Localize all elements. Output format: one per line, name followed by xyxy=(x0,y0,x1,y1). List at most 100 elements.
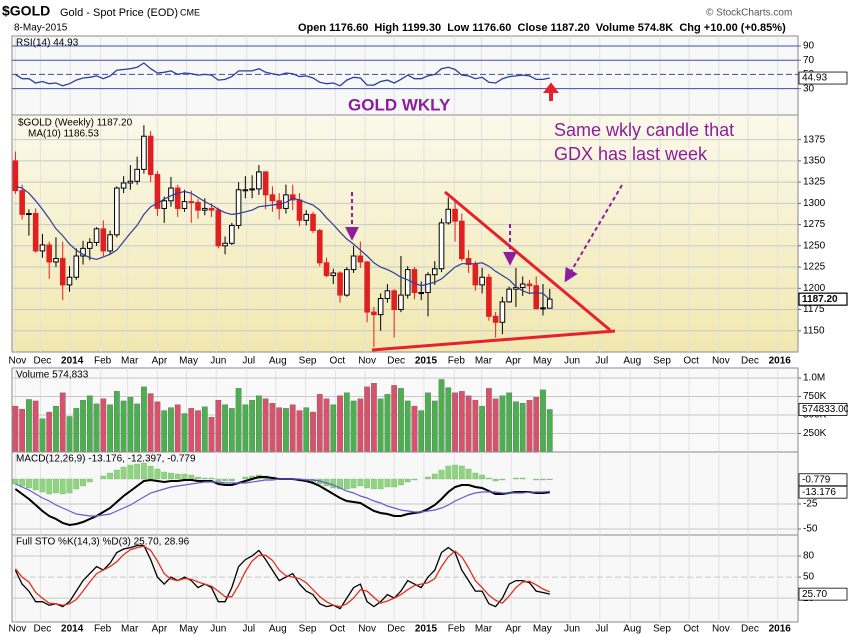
x-tick-label: 2014 xyxy=(61,356,84,367)
candle-body xyxy=(330,272,337,277)
volume-bar xyxy=(256,395,262,453)
x-tick-label: Aug xyxy=(269,624,287,635)
candle-body xyxy=(134,168,140,182)
x-tick-label: Mar xyxy=(475,356,493,367)
histogram-bar xyxy=(53,478,59,494)
x-tick-label: Mar xyxy=(121,356,139,367)
histogram-bar xyxy=(377,478,384,490)
x-tick-label: 2015 xyxy=(415,624,438,635)
histogram-bar xyxy=(411,478,418,481)
x-tick-label: Mar xyxy=(121,624,139,635)
x-tick-label: 2015 xyxy=(415,356,438,367)
volume-bar xyxy=(438,379,445,453)
candle-body xyxy=(479,276,485,286)
series-line xyxy=(14,545,551,608)
histogram-bar xyxy=(154,468,161,480)
x-tick-label: Sep xyxy=(653,356,671,367)
volume-bar xyxy=(195,410,201,453)
candle-body xyxy=(337,272,343,296)
histogram-bar xyxy=(404,478,411,483)
histogram-bar xyxy=(398,478,404,486)
volume-bar xyxy=(411,405,418,453)
histogram-bar xyxy=(208,477,215,480)
histogram-bar xyxy=(479,474,485,480)
candle-body xyxy=(256,171,262,190)
panel-label: Volume 574,833 xyxy=(16,370,89,381)
volume-bar xyxy=(208,417,215,453)
last-value-tag xyxy=(798,587,848,601)
histogram-bar xyxy=(141,462,147,480)
volume-bar xyxy=(120,400,127,453)
y-tick-label: 1350 xyxy=(803,156,826,167)
histogram-bar xyxy=(39,478,46,493)
volume-bar xyxy=(343,392,350,453)
x-tick-label: Feb xyxy=(94,624,112,635)
y-tick-label: 1375 xyxy=(803,134,826,145)
histogram-bar xyxy=(472,472,479,480)
volume-bar xyxy=(486,388,492,453)
candle-body xyxy=(472,264,479,286)
last-value-label: 574833.00 xyxy=(802,404,848,415)
volume-bar xyxy=(19,408,25,453)
candle-body xyxy=(201,207,208,211)
histogram-bar xyxy=(161,471,168,480)
candle-body xyxy=(459,220,465,260)
panel-label: MACD(12,26,9) -13.176, -12.397, -0.779 xyxy=(16,454,196,465)
volume-bar xyxy=(249,400,255,453)
candle-body xyxy=(120,182,127,189)
y-tick-label: 1175 xyxy=(803,304,825,315)
volume-bar xyxy=(330,404,337,453)
volume-bar xyxy=(323,398,330,453)
date: 8-May-2015 xyxy=(14,23,68,34)
x-tick-label: Apr xyxy=(152,624,168,635)
candle-body xyxy=(215,209,222,247)
last-value-tag xyxy=(798,71,848,85)
histogram-bar xyxy=(100,475,107,480)
volume-bar xyxy=(222,404,228,453)
volume-bar xyxy=(168,407,174,453)
trendline xyxy=(444,190,611,332)
volume-bar xyxy=(384,394,391,453)
candle-body xyxy=(344,269,350,296)
volume-bar xyxy=(350,400,357,453)
last-value-label: -0.779 xyxy=(802,474,831,485)
candle-body xyxy=(269,194,276,202)
candle-body xyxy=(492,315,499,323)
volume-bar xyxy=(418,410,425,453)
candle-body xyxy=(73,255,80,278)
x-tick-label: Dec xyxy=(741,624,759,635)
x-tick-label: May xyxy=(179,356,198,367)
y-tick-label: 1150 xyxy=(803,325,825,336)
annotations: GOLD WKLY Same wkly candle that GDX has … xyxy=(345,82,734,352)
volume-bar xyxy=(364,386,370,453)
candle-body xyxy=(540,307,546,310)
series-line xyxy=(15,62,550,87)
candle-body xyxy=(398,294,404,311)
x-tick-label: Sep xyxy=(653,624,671,635)
candle-body xyxy=(100,228,107,252)
series-line xyxy=(15,478,550,517)
volume-bar xyxy=(452,392,458,453)
candle-body xyxy=(93,228,100,243)
y-tick-label: -50 xyxy=(803,524,818,535)
volume-bar xyxy=(100,398,107,453)
x-tick-label: 2014 xyxy=(61,624,84,635)
candle-body xyxy=(371,311,377,316)
x-tick-label: Aug xyxy=(269,356,287,367)
volume-bar xyxy=(506,392,513,453)
x-tick-label: Mar xyxy=(475,624,493,635)
x-tick-label: 2016 xyxy=(769,356,792,367)
histogram-bar xyxy=(80,478,86,487)
volume-bar xyxy=(66,416,73,453)
volume-bar xyxy=(431,400,438,453)
histogram-bar xyxy=(127,464,134,480)
histogram-bar xyxy=(195,476,201,480)
candle-body xyxy=(384,290,391,299)
histogram-bar xyxy=(12,478,19,485)
volume-bar xyxy=(215,400,222,453)
histogram-bar xyxy=(120,466,127,480)
y-tick-label: 1225 xyxy=(803,262,826,273)
candle-body xyxy=(107,234,113,252)
y-tick-label: 70 xyxy=(803,55,815,66)
histogram-bar xyxy=(431,473,438,480)
